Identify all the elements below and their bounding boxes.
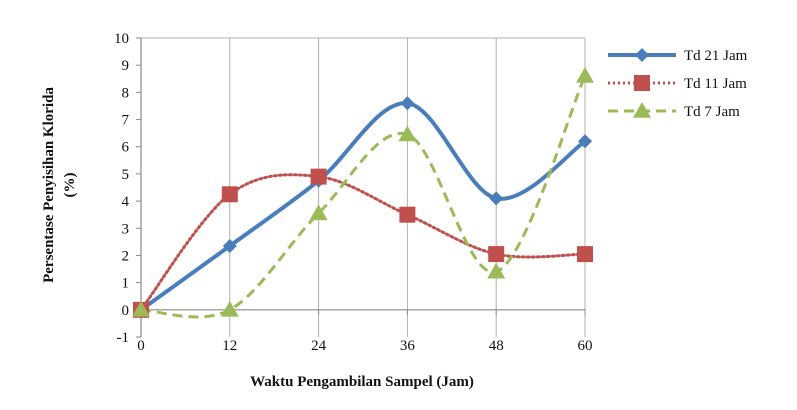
x-tick-label-24: 24: [311, 338, 327, 354]
series-2-point-12: [221, 186, 238, 203]
x-tick-label-0: 0: [137, 338, 145, 354]
y-axis-title-unit: (%): [62, 173, 78, 198]
series-line-3: [140, 75, 587, 319]
series-2-point-24: [310, 168, 327, 185]
series-2-point-60: [577, 246, 593, 263]
series-3-point-36: [398, 125, 417, 142]
x-tick-label-12: 12: [222, 338, 237, 354]
x-tick-label-48: 48: [489, 338, 504, 354]
legend-marker-2: [634, 75, 650, 91]
series-3-point-12: [220, 300, 239, 317]
y-tick-label-2: 2: [122, 248, 130, 264]
series-3-point-60: [576, 67, 594, 83]
series-1-point-12: [222, 238, 237, 253]
series-3-point-48: [487, 262, 506, 279]
y-tick-label-10: 10: [114, 31, 129, 47]
x-tick-label-60: 60: [578, 338, 593, 354]
grid-lines: [141, 37, 586, 337]
series-1-point-60: [578, 134, 592, 149]
series-3-point-24: [309, 204, 328, 221]
y-tick-label-9: 9: [122, 58, 130, 74]
legend-label-2: Td 11 Jam: [684, 76, 747, 92]
legend: Td 21 Jam Td 11 Jam Td 7 Jam: [608, 48, 748, 120]
series-3-point-0: [132, 300, 150, 317]
y-tick-label-3: 3: [122, 221, 130, 237]
y-tick-label-1: 1: [122, 276, 130, 292]
series-layer: [132, 67, 594, 319]
series-2-point-36: [399, 206, 416, 223]
legend-label-1: Td 21 Jam: [684, 48, 748, 64]
x-axis-title: Waktu Pengambilan Sampel (Jam): [250, 374, 474, 390]
axes: [136, 37, 586, 338]
y-tick-label-4: 4: [122, 194, 130, 210]
y-tick-label-7: 7: [122, 113, 130, 129]
y-tick-label-6: 6: [122, 140, 130, 156]
y-tick-label-8: 8: [122, 85, 130, 101]
x-tick-label-36: 36: [400, 338, 416, 354]
y-tick-label-0: 0: [122, 303, 130, 319]
series-2-point-48: [488, 246, 505, 263]
series-1-point-36: [400, 96, 415, 111]
series-line-1: [139, 101, 587, 312]
y-tick-label-5: 5: [122, 167, 130, 183]
legend-label-3: Td 7 Jam: [684, 104, 740, 120]
y-axis-title: Persentase Penyisihan Klorida: [41, 87, 57, 283]
y-tick-label--1: -1: [117, 330, 130, 346]
legend-marker-1: [635, 48, 649, 62]
series-1-point-48: [489, 191, 504, 206]
legend-marker-3: [633, 102, 651, 118]
